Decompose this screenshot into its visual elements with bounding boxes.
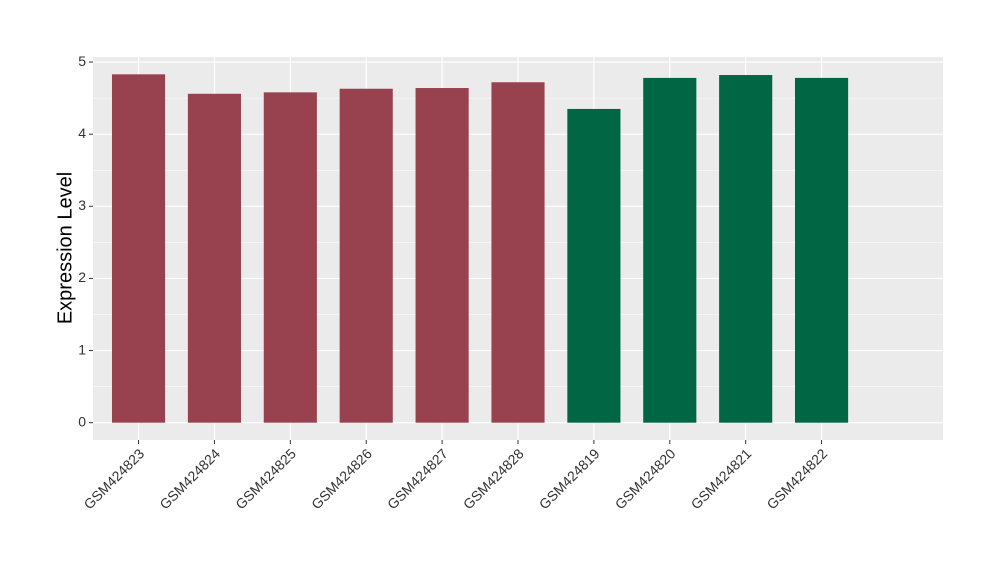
bar [339, 88, 393, 423]
x-tick-label: GSM424821 [688, 445, 755, 512]
bar [567, 108, 621, 423]
y-tick-label: 1 [78, 341, 86, 357]
y-tick-label: 5 [78, 53, 86, 69]
bar [795, 77, 849, 423]
y-tick-label: 0 [78, 413, 86, 429]
x-tick-label: GSM424819 [536, 445, 603, 512]
bar [263, 92, 317, 423]
y-tick-label: 3 [78, 197, 86, 213]
x-tick-label: GSM424820 [612, 445, 679, 512]
x-tick-label: GSM424826 [308, 445, 375, 512]
y-axis-label: Expression Level [54, 172, 76, 324]
bar [719, 75, 773, 423]
x-tick-label: GSM424824 [156, 445, 223, 512]
x-tick-label: GSM424827 [384, 445, 451, 512]
bar [491, 82, 545, 423]
x-tick-label: GSM424825 [232, 445, 299, 512]
bar [187, 93, 241, 423]
bar [111, 74, 166, 423]
x-tick-label: GSM424823 [80, 445, 147, 512]
x-tick-label: GSM424828 [460, 445, 527, 512]
y-tick-label: 4 [78, 125, 86, 141]
y-tick-label: 2 [78, 269, 86, 285]
bar [643, 77, 697, 423]
bar [415, 88, 469, 423]
x-tick-label: GSM424822 [763, 445, 830, 512]
